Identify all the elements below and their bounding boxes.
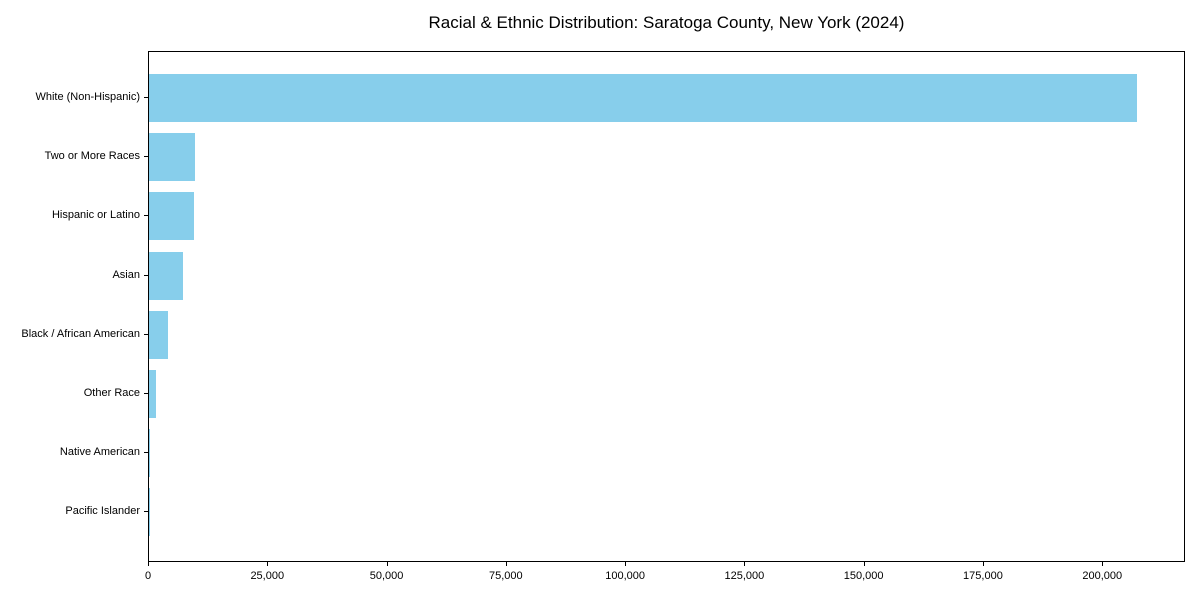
y-tick-mark	[144, 511, 148, 513]
bar	[149, 133, 196, 182]
x-tick-mark	[625, 562, 627, 566]
x-tick-mark	[505, 562, 507, 566]
x-tick-label: 0	[144, 570, 152, 582]
bar	[149, 370, 156, 418]
x-tick-label: 150,000	[843, 570, 884, 582]
bar	[149, 74, 1137, 122]
y-tick-mark	[144, 215, 148, 217]
y-tick-label: Other Race	[83, 387, 140, 399]
x-tick-label: 100,000	[605, 570, 645, 582]
x-tick-label: 75,000	[489, 570, 523, 582]
x-tick-label: 125,000	[724, 570, 765, 582]
bar	[149, 310, 168, 359]
bar	[149, 251, 184, 300]
y-tick-label: Native American	[59, 446, 140, 459]
x-tick-mark	[982, 562, 984, 566]
plot-area	[148, 51, 1185, 562]
x-tick-mark	[1102, 562, 1104, 566]
y-tick-mark	[144, 393, 148, 394]
y-tick-mark	[144, 156, 148, 158]
x-tick-mark	[148, 562, 149, 566]
chart-title: Racial & Ethnic Distribution: Saratoga C…	[428, 13, 905, 32]
x-tick-label: 25,000	[250, 570, 285, 582]
y-tick-label: Black / African American	[21, 327, 140, 340]
x-tick-label: 175,000	[963, 570, 1003, 582]
x-tick-mark	[267, 562, 269, 566]
y-tick-mark	[144, 97, 148, 98]
x-tick-label: 50,000	[369, 570, 404, 582]
x-tick-mark	[744, 562, 746, 566]
bar	[149, 192, 194, 241]
y-tick-label: Asian	[112, 268, 140, 281]
y-tick-mark	[144, 333, 148, 335]
x-tick-label: 200,000	[1082, 570, 1123, 582]
y-tick-label: Hispanic or Latino	[51, 209, 140, 222]
x-tick-mark	[863, 562, 865, 566]
bar	[149, 429, 150, 478]
y-tick-label: Pacific Islander	[65, 505, 140, 518]
y-tick-mark	[144, 452, 148, 454]
y-tick-label: Two or More Races	[44, 150, 140, 163]
x-tick-mark	[386, 562, 388, 566]
y-tick-label: White (Non-Hispanic)	[35, 91, 140, 103]
y-tick-mark	[144, 274, 148, 276]
